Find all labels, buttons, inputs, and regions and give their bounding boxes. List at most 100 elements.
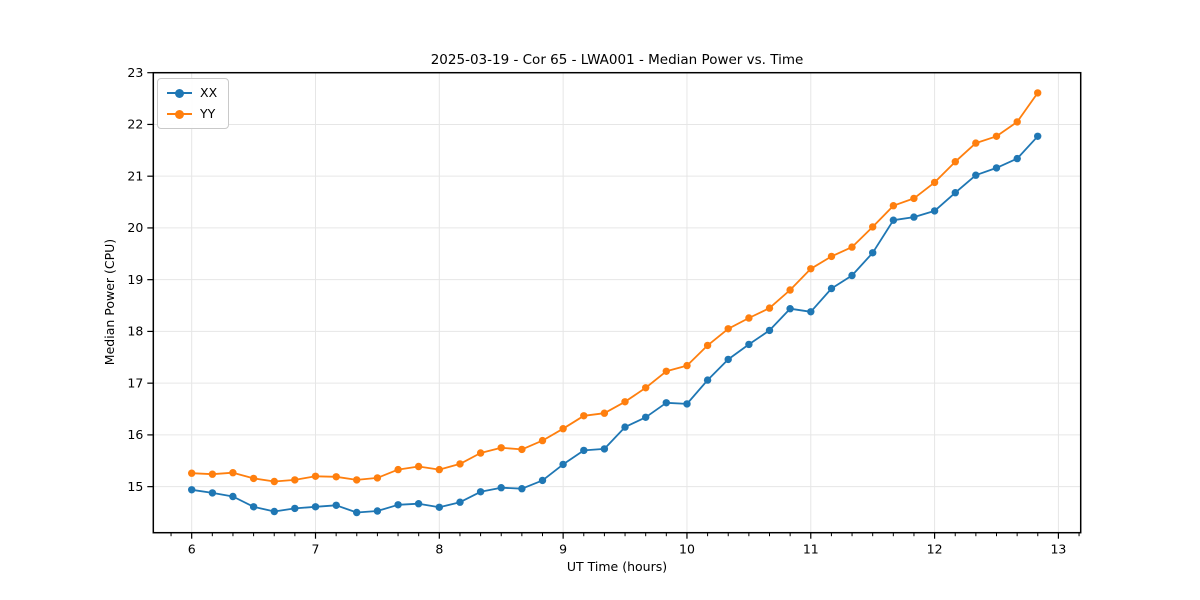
series-yy-marker (538, 436, 547, 445)
series-yy-marker (188, 469, 196, 477)
series-yy-marker (497, 444, 505, 452)
series-yy-marker (703, 341, 712, 350)
series-xx-marker (332, 501, 340, 509)
series-xx-marker (869, 249, 877, 257)
x-tick-label: 10 (679, 542, 695, 557)
series-yy-marker (972, 139, 980, 147)
x-tick-label: 12 (927, 542, 943, 557)
series-xx-marker (600, 445, 609, 453)
series-yy-marker (621, 398, 629, 406)
y-tick-label: 19 (127, 272, 143, 287)
series-xx-marker (724, 355, 732, 364)
series-yy-marker (1034, 89, 1042, 97)
gridlines (153, 72, 1081, 533)
series-yy-marker (518, 445, 526, 454)
series-xx-marker (683, 400, 691, 408)
series-xx-marker (580, 446, 588, 455)
series-yy-marker (765, 304, 774, 312)
legend-label-xx: XX (200, 84, 218, 100)
series-xx-marker (559, 460, 567, 469)
series-xx-marker (208, 489, 217, 497)
series-yy-marker (951, 158, 959, 166)
series-xx-marker (188, 486, 196, 494)
series-xx-marker (414, 500, 423, 508)
series-yy-line (191, 92, 1039, 483)
series-xx-marker (703, 376, 712, 384)
x-tick-label: 13 (1050, 542, 1066, 557)
series-xx-marker (889, 216, 898, 224)
series-yy-marker (869, 223, 877, 231)
series-yy-marker (311, 472, 320, 480)
series-yy-marker (476, 449, 485, 457)
series-xx-marker (249, 503, 258, 511)
series-xx-marker (229, 492, 237, 501)
series-yy-marker (414, 462, 423, 471)
series-yy-marker (270, 477, 278, 486)
legend-marker-icon-xx (175, 88, 184, 98)
legend-item-yy: YY (167, 105, 217, 123)
series-yy-marker (642, 384, 650, 392)
series-xx-marker (497, 484, 505, 492)
series-yy-marker (662, 367, 670, 375)
series-yy-marker (724, 325, 732, 333)
series-xx-marker (807, 308, 815, 316)
series-xx-marker (972, 171, 980, 179)
series-xx-marker (518, 485, 526, 493)
series-xx-marker (1013, 154, 1021, 163)
y-tick-label: 22 (127, 117, 143, 132)
y-tick-label: 18 (127, 324, 143, 339)
series-xx-marker (951, 189, 959, 197)
series-yy-marker (745, 314, 753, 322)
y-tick-label: 15 (127, 479, 143, 494)
series-yy-marker (208, 470, 217, 478)
series-yy-marker (580, 412, 588, 420)
series-xx-marker (291, 504, 299, 513)
series-yy-marker (394, 465, 402, 474)
legend-line-sample-xx (167, 88, 192, 98)
series-yy-marker (291, 476, 299, 484)
series-xx-marker (910, 213, 918, 221)
legend-marker-icon-yy (175, 109, 184, 119)
series-yy-marker (992, 132, 1001, 140)
series-xx-marker (435, 503, 443, 511)
series-yy-marker (435, 465, 443, 474)
series-xx-marker (1034, 132, 1042, 140)
series-yy-marker (930, 178, 939, 187)
y-tick-label: 17 (127, 375, 143, 390)
chart-title: 2025-03-19 - Cor 65 - LWA001 - Median Po… (431, 52, 804, 68)
series-xx-marker (662, 399, 670, 407)
series-xx-marker (827, 284, 836, 293)
series-xx-marker (786, 305, 794, 313)
y-tick-label: 16 (127, 427, 143, 442)
series-xx-marker (621, 423, 629, 431)
series-xx-marker (353, 508, 361, 517)
legend-label-yy: YY (200, 105, 216, 121)
legend-item-xx: XX (167, 84, 217, 102)
series-xx-marker (311, 503, 320, 511)
series-xx-marker (930, 207, 939, 215)
x-tick-label: 9 (559, 542, 567, 557)
series-xx-marker (373, 507, 382, 515)
series-xx-marker (642, 413, 650, 421)
series-yy-marker (559, 425, 567, 433)
series-yy-marker (353, 476, 361, 484)
series-yy-marker (848, 243, 856, 251)
x-tick-label: 6 (188, 542, 196, 557)
series-yy-marker (1013, 118, 1021, 126)
series-yy-marker (786, 286, 794, 294)
y-tick-label: 20 (127, 220, 143, 235)
series-xx-marker (456, 498, 464, 506)
y-tick-label: 23 (127, 65, 143, 80)
series-yy-marker (827, 252, 836, 261)
series-xx-marker (848, 271, 856, 280)
series-yy-marker (600, 409, 609, 417)
x-tick-label: 7 (312, 542, 320, 557)
series-xx-marker (270, 507, 278, 516)
series-xx-marker (765, 326, 774, 335)
x-tick-label: 8 (435, 542, 443, 557)
series-yy-marker (807, 265, 815, 273)
series-xx-marker (476, 488, 485, 496)
series-yy-marker (683, 361, 691, 370)
